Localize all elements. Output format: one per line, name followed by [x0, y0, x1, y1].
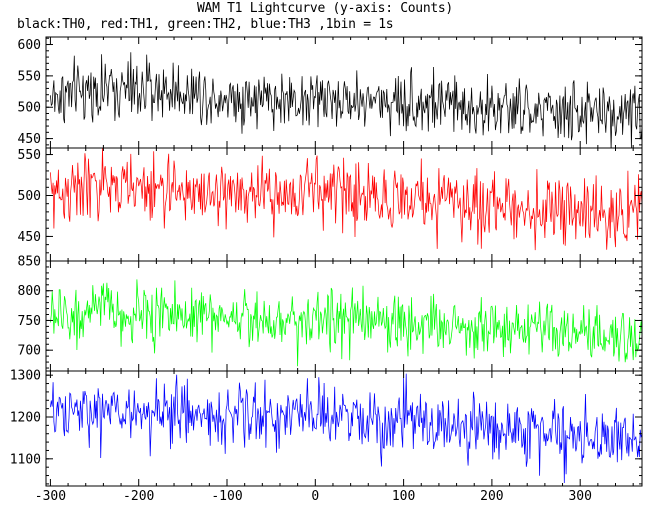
x-tick-label: -200	[123, 489, 154, 504]
y-tick-label: 1100	[10, 452, 41, 467]
x-tick-label: 100	[392, 489, 415, 504]
series-line-th1	[50, 148, 642, 251]
panel-frame-th3	[45, 370, 643, 487]
y-tick-label: 750	[18, 314, 41, 329]
x-tick-label: -300	[35, 489, 66, 504]
x-tick-label: 200	[480, 489, 503, 504]
series-line-th2	[50, 279, 642, 367]
y-tick-label: 500	[18, 101, 41, 116]
y-tick-label: 1200	[10, 411, 41, 426]
panel-frame-th0	[45, 36, 643, 149]
y-tick-label: 600	[18, 38, 41, 53]
y-tick-label: 700	[18, 344, 41, 359]
chart-subtitle: black:TH0, red:TH1, green:TH2, blue:TH3 …	[17, 17, 394, 32]
x-tick-label: 300	[568, 489, 591, 504]
y-tick-label: 500	[18, 189, 41, 204]
y-tick-label: 450	[18, 230, 41, 245]
x-tick-label: -100	[211, 489, 242, 504]
series-line-th0	[50, 52, 642, 148]
y-tick-label: 850	[18, 255, 41, 270]
y-tick-label: 550	[18, 148, 41, 163]
y-tick-label: 450	[18, 132, 41, 147]
chart-title: WAM T1 Lightcurve (y-axis: Counts)	[197, 1, 453, 16]
y-tick-label: 1300	[10, 369, 41, 384]
series-line-th3	[50, 373, 642, 484]
y-tick-label: 800	[18, 284, 41, 299]
y-tick-label: 550	[18, 69, 41, 84]
x-tick-label: 0	[311, 489, 319, 504]
